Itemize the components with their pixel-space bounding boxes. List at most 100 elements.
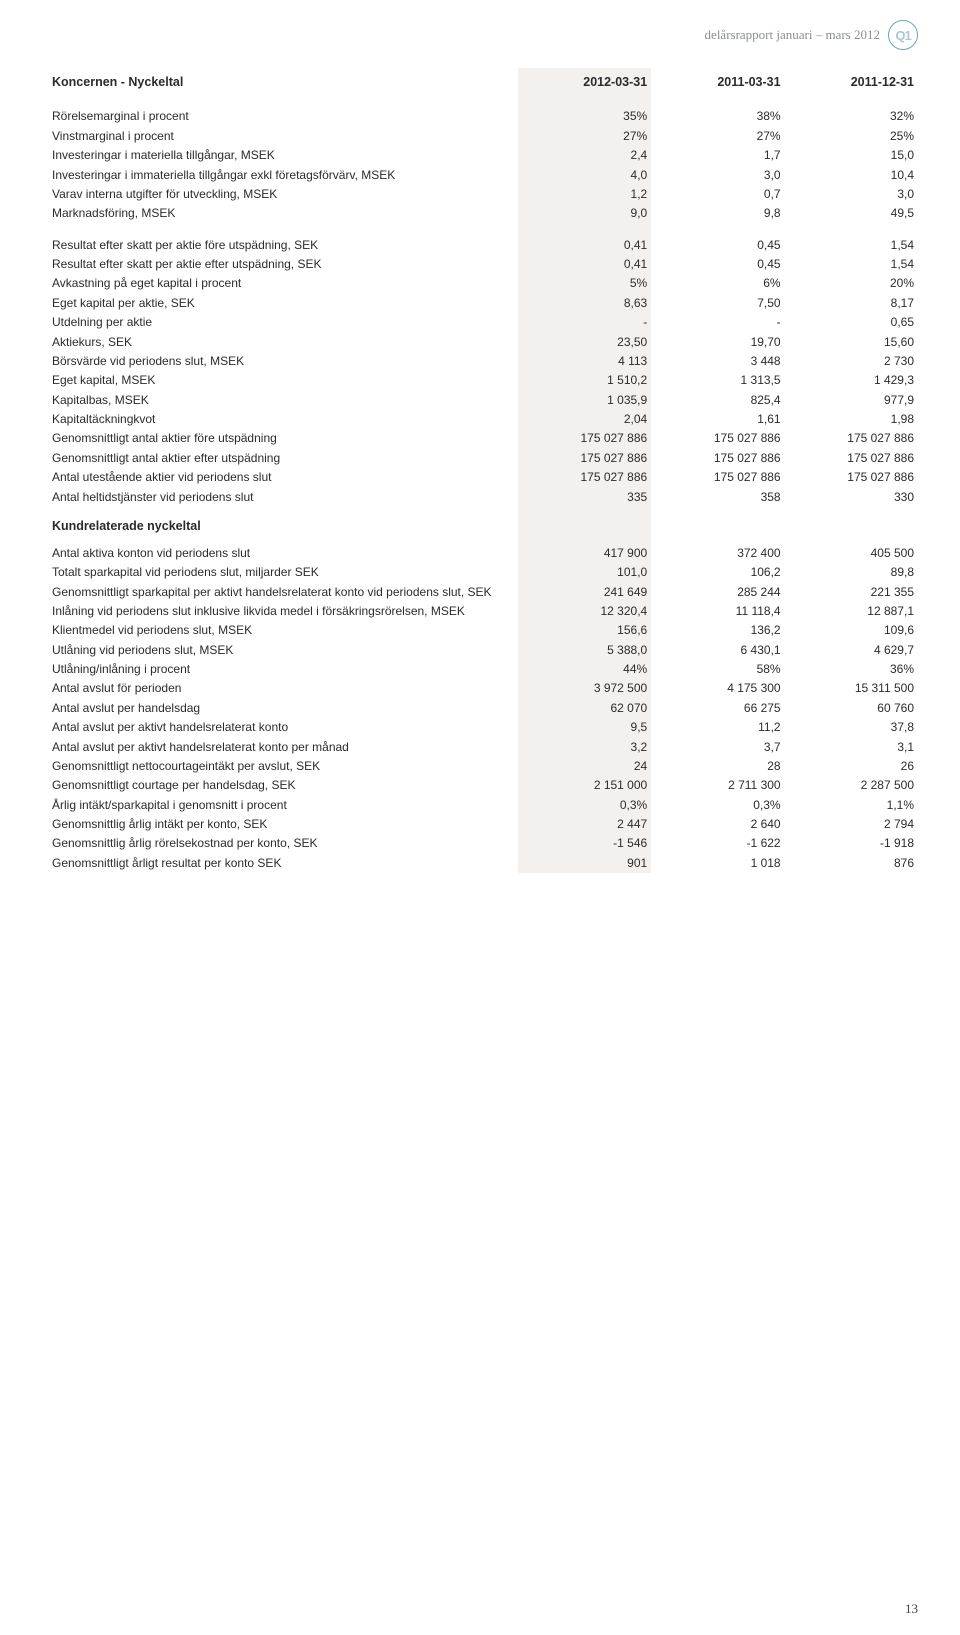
table-row: Inlåning vid periodens slut inklusive li…	[48, 601, 918, 620]
row-value: 3 972 500	[518, 679, 651, 698]
row-value: 372 400	[651, 543, 784, 562]
row-label: Genomsnittligt courtage per handelsdag, …	[48, 776, 518, 795]
section-header-row: Kundrelaterade nyckeltal	[48, 506, 918, 543]
row-value: 977,9	[785, 390, 918, 409]
spacer-row	[48, 95, 918, 107]
row-label: Investeringar i immateriella tillgångar …	[48, 165, 518, 184]
row-label: Eget kapital per aktie, SEK	[48, 293, 518, 312]
table-row: Genomsnittlig årlig intäkt per konto, SE…	[48, 815, 918, 834]
row-value: 175 027 886	[785, 429, 918, 448]
row-value: 156,6	[518, 621, 651, 640]
row-value: 1,54	[785, 235, 918, 254]
row-value: 2 711 300	[651, 776, 784, 795]
row-value: 175 027 886	[518, 468, 651, 487]
row-value: 1,2	[518, 184, 651, 203]
table-row: Genomsnittligt antal aktier före utspädn…	[48, 429, 918, 448]
row-value: 4 175 300	[651, 679, 784, 698]
row-value: 241 649	[518, 582, 651, 601]
row-value: 26	[785, 756, 918, 775]
row-value: 27%	[651, 126, 784, 145]
row-value: 175 027 886	[651, 429, 784, 448]
row-value: 0,3%	[651, 795, 784, 814]
table-row: Antal utestående aktier vid periodens sl…	[48, 468, 918, 487]
row-value: -1 918	[785, 834, 918, 853]
row-value: 106,2	[651, 563, 784, 582]
row-value: 9,0	[518, 204, 651, 223]
table-row: Kapitalbas, MSEK1 035,9825,4977,9	[48, 390, 918, 409]
row-label: Varav interna utgifter för utveckling, M…	[48, 184, 518, 203]
row-value: 5 388,0	[518, 640, 651, 659]
row-value: 330	[785, 487, 918, 506]
table-row: Utlåning vid periodens slut, MSEK5 388,0…	[48, 640, 918, 659]
row-value: 15,0	[785, 146, 918, 165]
row-label: Totalt sparkapital vid periodens slut, m…	[48, 563, 518, 582]
row-value: 10,4	[785, 165, 918, 184]
row-value: 23,50	[518, 332, 651, 351]
row-value: 175 027 886	[518, 448, 651, 467]
table-row: Investeringar i immateriella tillgångar …	[48, 165, 918, 184]
q1-badge-icon: Q1	[888, 20, 918, 50]
row-label: Antal avslut per aktivt handelsrelaterat…	[48, 737, 518, 756]
table-row: Antal avslut per aktivt handelsrelaterat…	[48, 737, 918, 756]
row-value: 2 151 000	[518, 776, 651, 795]
row-value: 25%	[785, 126, 918, 145]
row-value: 6%	[651, 274, 784, 293]
row-label: Klientmedel vid periodens slut, MSEK	[48, 621, 518, 640]
row-label: Antal avslut per aktivt handelsrelaterat…	[48, 718, 518, 737]
row-label: Genomsnittligt sparkapital per aktivt ha…	[48, 582, 518, 601]
row-value: 0,41	[518, 255, 651, 274]
row-value: 335	[518, 487, 651, 506]
row-value: 1,54	[785, 255, 918, 274]
row-value: 58%	[651, 660, 784, 679]
page-header: delårsrapport januari – mars 2012 Q1	[48, 20, 918, 50]
row-value: 175 027 886	[785, 468, 918, 487]
row-label: Genomsnittlig årlig intäkt per konto, SE…	[48, 815, 518, 834]
row-value: 11,2	[651, 718, 784, 737]
section-header-label: Kundrelaterade nyckeltal	[48, 506, 518, 543]
row-value: 66 275	[651, 698, 784, 717]
row-value: 101,0	[518, 563, 651, 582]
row-value: 2 287 500	[785, 776, 918, 795]
table-row: Eget kapital, MSEK1 510,21 313,51 429,3	[48, 371, 918, 390]
row-label: Antal heltidstjänster vid periodens slut	[48, 487, 518, 506]
row-value: 1,61	[651, 410, 784, 429]
row-label: Börsvärde vid periodens slut, MSEK	[48, 351, 518, 370]
row-value: 12 887,1	[785, 601, 918, 620]
row-value: 36%	[785, 660, 918, 679]
table-row: Marknadsföring, MSEK9,09,849,5	[48, 204, 918, 223]
row-value: 1,7	[651, 146, 784, 165]
row-value: 175 027 886	[518, 429, 651, 448]
table-row: Genomsnittligt courtage per handelsdag, …	[48, 776, 918, 795]
table-row: Klientmedel vid periodens slut, MSEK156,…	[48, 621, 918, 640]
row-value: 9,8	[651, 204, 784, 223]
row-value: 2 640	[651, 815, 784, 834]
row-value: 0,3%	[518, 795, 651, 814]
row-label: Årlig intäkt/sparkapital i genomsnitt i …	[48, 795, 518, 814]
row-value: 221 355	[785, 582, 918, 601]
row-value: 175 027 886	[651, 448, 784, 467]
row-label: Utdelning per aktie	[48, 313, 518, 332]
row-label: Investeringar i materiella tillgångar, M…	[48, 146, 518, 165]
table-row: Rörelsemarginal i procent35%38%32%	[48, 107, 918, 126]
row-label: Genomsnittligt antal aktier efter utspäd…	[48, 448, 518, 467]
spacer-row	[48, 223, 918, 235]
col-head-2: 2011-03-31	[651, 68, 784, 95]
table-row: Årlig intäkt/sparkapital i genomsnitt i …	[48, 795, 918, 814]
row-value: 62 070	[518, 698, 651, 717]
col-head-3: 2011-12-31	[785, 68, 918, 95]
row-value: 11 118,4	[651, 601, 784, 620]
row-value: 1,98	[785, 410, 918, 429]
row-value: 1 018	[651, 853, 784, 872]
table-row: Avkastning på eget kapital i procent5%6%…	[48, 274, 918, 293]
row-value: 136,2	[651, 621, 784, 640]
table-row: Varav interna utgifter för utveckling, M…	[48, 184, 918, 203]
row-label: Vinstmarginal i procent	[48, 126, 518, 145]
row-label: Antal aktiva konton vid periodens slut	[48, 543, 518, 562]
page-number: 13	[905, 1601, 918, 1617]
row-value: 901	[518, 853, 651, 872]
row-value: 8,17	[785, 293, 918, 312]
row-value: 175 027 886	[651, 468, 784, 487]
row-value: -	[518, 313, 651, 332]
row-value: 4 113	[518, 351, 651, 370]
row-label: Rörelsemarginal i procent	[48, 107, 518, 126]
